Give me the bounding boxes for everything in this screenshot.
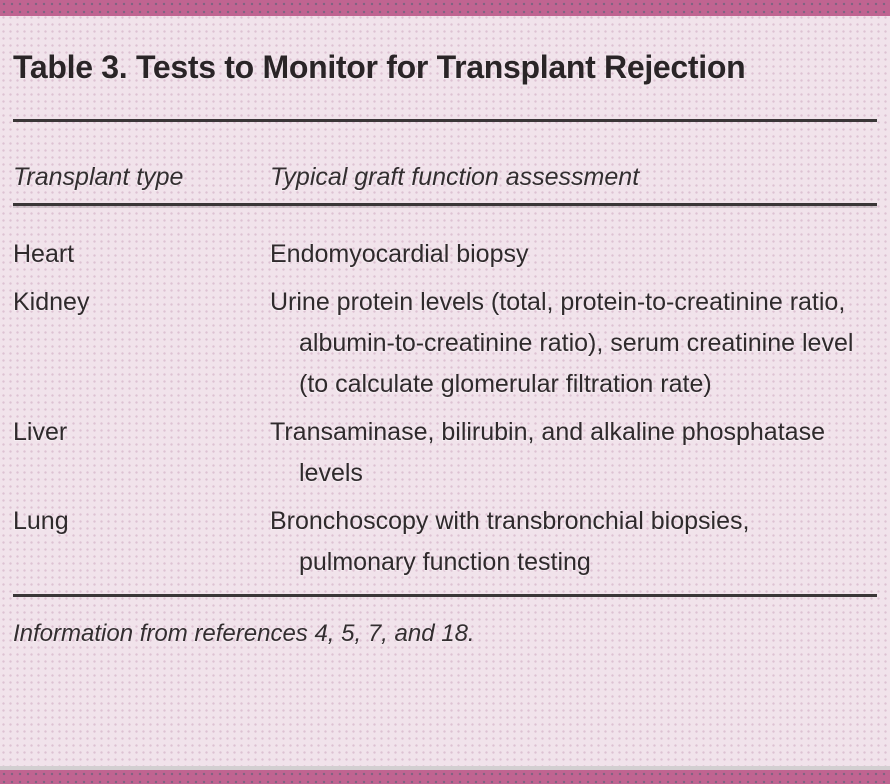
header-divider bbox=[13, 203, 877, 206]
title-divider bbox=[13, 119, 877, 122]
transplant-type-cell: Lung bbox=[13, 507, 69, 535]
table-row: Kidney Urine protein levels (total, prot… bbox=[13, 282, 877, 405]
table-row: Heart Endomyocardial biopsy bbox=[13, 234, 877, 275]
table-title: Table 3. Tests to Monitor for Transplant… bbox=[13, 49, 746, 85]
table-row: Liver Transaminase, bilirubin, and alkal… bbox=[13, 412, 877, 494]
bottom-accent-bar bbox=[0, 770, 890, 784]
table-content: Table 3. Tests to Monitor for Transplant… bbox=[0, 16, 890, 649]
column-header-assessment: Typical graft function assessment bbox=[270, 163, 640, 191]
source-footnote: Information from references 4, 5, 7, and… bbox=[13, 620, 475, 647]
assessment-cell: Urine protein levels (total, protein-to-… bbox=[270, 288, 854, 398]
transplant-type-cell: Heart bbox=[13, 240, 75, 268]
table-header-row: Transplant type Typical graft function a… bbox=[13, 162, 877, 192]
assessment-cell: Transaminase, bilirubin, and alkaline ph… bbox=[270, 418, 825, 487]
transplant-type-cell: Kidney bbox=[13, 288, 90, 316]
bottom-strip bbox=[0, 766, 890, 784]
bottom-gray-line bbox=[0, 766, 890, 770]
transplant-type-cell: Liver bbox=[13, 418, 68, 446]
top-accent-bar bbox=[0, 0, 890, 16]
assessment-cell: Endomyocardial biopsy bbox=[270, 240, 529, 268]
column-header-transplant-type: Transplant type bbox=[13, 163, 184, 191]
table-body: Heart Endomyocardial biopsy Kidney Urine… bbox=[13, 234, 877, 583]
assessment-cell: Bronchoscopy with transbronchial biopsie… bbox=[270, 507, 750, 576]
footer-divider bbox=[13, 594, 877, 597]
table-row: Lung Bronchoscopy with transbronchial bi… bbox=[13, 501, 877, 583]
